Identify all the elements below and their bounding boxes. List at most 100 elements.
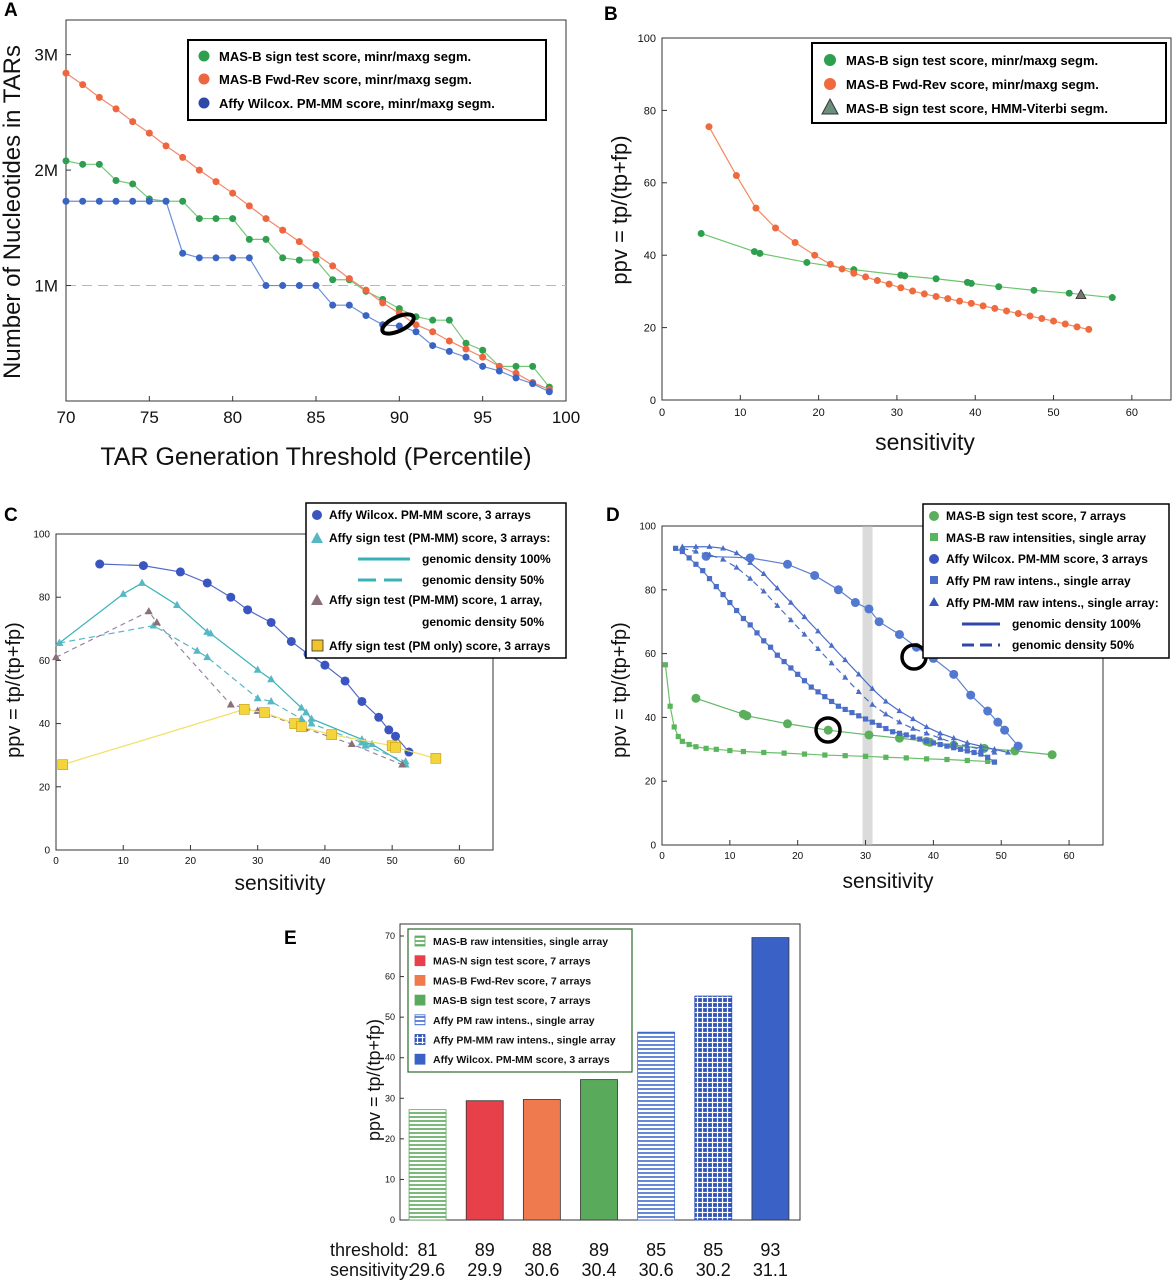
panel-c-data-point-0 bbox=[95, 559, 105, 569]
panel-a-data-point-2 bbox=[295, 282, 303, 290]
panel-label-d: D bbox=[606, 505, 620, 526]
panel-a-data-point-2 bbox=[529, 380, 537, 388]
panel-a-data-point-2 bbox=[412, 328, 420, 336]
panel-e-ytick-label: 30 bbox=[385, 1093, 395, 1103]
panel-c-xlabel: sensitivity bbox=[234, 872, 326, 895]
panel-d-data-point-5 bbox=[760, 588, 767, 594]
panel-e-legend-swatch-1 bbox=[414, 955, 426, 967]
panel-d-data-point-4 bbox=[815, 628, 822, 634]
panel-a-data-point-0 bbox=[312, 256, 320, 264]
panel-d-data-point-1 bbox=[727, 747, 733, 754]
panel-e-legend-label-6: Affy Wilcox. PM-MM score, 3 arrays bbox=[433, 1054, 610, 1066]
panel-e-ytick-label: 20 bbox=[385, 1134, 395, 1144]
panel-d-data-point-5 bbox=[815, 645, 822, 651]
panel-d-xtick-label: 40 bbox=[928, 851, 940, 862]
panel-e-sensitivity-value: 31.1 bbox=[753, 1260, 788, 1280]
panel-d-data-point-2 bbox=[1013, 741, 1023, 751]
panel-d-data-point-5 bbox=[910, 725, 917, 731]
panel-a-chart: 1M 2M 3M 70 75 80 85 90 95 100 TAR Generation Th… bbox=[0, 19, 580, 471]
panel-c-data-point-0 bbox=[384, 725, 394, 735]
panel-a-xtick-label: 75 bbox=[140, 408, 159, 427]
panel-a-data-point-0 bbox=[329, 276, 337, 284]
panel-a-data-point-1 bbox=[212, 178, 220, 186]
panel-c-legend-label-3: Affy sign test (PM only) score, 3 arrays bbox=[329, 639, 551, 653]
panel-a-legend-marker-1 bbox=[198, 73, 210, 85]
panel-d-data-point-5 bbox=[991, 749, 998, 755]
panel-a-data-point-2 bbox=[195, 254, 203, 262]
panel-d-data-point-3 bbox=[781, 658, 787, 665]
panel-a-data-point-2 bbox=[279, 282, 287, 290]
panel-d-data-point-3 bbox=[890, 729, 896, 735]
panel-e-legend-swatch-0 bbox=[414, 935, 426, 947]
panel-c-data-point-3 bbox=[152, 618, 161, 626]
panel-b-data-point-0 bbox=[1065, 289, 1073, 297]
panel-e-threshold-value: 81 bbox=[418, 1240, 438, 1260]
panel-d-data-point-5 bbox=[720, 556, 727, 562]
panel-e-sensitivity-value: 30.6 bbox=[639, 1260, 674, 1280]
panel-e-threshold-value: 85 bbox=[703, 1240, 723, 1260]
panel-a-data-point-1 bbox=[129, 118, 137, 126]
panel-d-data-point-3 bbox=[903, 732, 909, 738]
panel-d-data-point-5 bbox=[964, 742, 971, 749]
panel-d-legend-label-4: Affy PM-MM raw intens., single array: bbox=[946, 596, 1159, 610]
panel-d-data-point-3 bbox=[930, 740, 936, 746]
panel-b-ytick-label: 20 bbox=[644, 322, 656, 334]
panel-c-data-point-0 bbox=[226, 592, 236, 602]
panel-d-legend-marker-0 bbox=[929, 511, 939, 521]
panel-c-legend-marker-0 bbox=[312, 510, 322, 520]
panel-d-data-point-3 bbox=[951, 745, 957, 751]
panel-a-data-point-0 bbox=[112, 176, 120, 184]
panel-a-data-point-1 bbox=[145, 129, 153, 137]
panel-a-data-point-2 bbox=[162, 197, 170, 205]
panel-d-legend-sublabel-2: genomic density 50% bbox=[1012, 638, 1134, 652]
panel-label-b: B bbox=[604, 4, 618, 25]
panel-d-data-point-1 bbox=[703, 745, 709, 751]
panel-d-data-point-1 bbox=[671, 724, 677, 730]
panel-b-data-point-0 bbox=[756, 249, 764, 257]
panel-a-data-point-0 bbox=[195, 215, 203, 223]
panel-d-data-point-3 bbox=[679, 548, 685, 555]
panel-d-data-point-1 bbox=[761, 749, 767, 756]
panel-d-data-point-2 bbox=[874, 617, 884, 627]
panel-d-legend-label-3: Affy PM raw intens., single array bbox=[946, 574, 1131, 588]
panel-a-legend-label-0: MAS-B sign test score, minr/maxg segm. bbox=[219, 49, 471, 64]
panel-d-data-point-3 bbox=[991, 759, 998, 765]
panel-a-data-point-0 bbox=[462, 339, 470, 347]
panel-b-data-point-1 bbox=[1061, 320, 1069, 328]
panel-c-data-point-4 bbox=[238, 704, 250, 715]
panel-d-data-point-4 bbox=[828, 642, 835, 648]
panel-d-data-point-2 bbox=[783, 559, 793, 569]
panel-b-data-point-1 bbox=[1026, 312, 1034, 320]
panel-a-data-point-1 bbox=[362, 286, 370, 294]
panel-c-data-point-4 bbox=[259, 707, 270, 718]
panel-a-data-point-1 bbox=[112, 105, 120, 113]
panel-b-xlabel: sensitivity bbox=[875, 429, 975, 455]
panel-d-data-point-4 bbox=[774, 584, 781, 591]
panel-b-ytick-label: 0 bbox=[650, 395, 656, 407]
panel-a-data-point-1 bbox=[195, 166, 203, 174]
panel-b-data-point-1 bbox=[752, 204, 760, 212]
panel-c-data-point-4 bbox=[296, 721, 307, 733]
panel-b-data-point-1 bbox=[862, 273, 870, 281]
panel-c-ytick-label: 100 bbox=[33, 530, 50, 541]
panel-c-xtick-label: 30 bbox=[252, 856, 264, 867]
panel-d-xtick-label: 10 bbox=[724, 851, 736, 862]
panel-d-data-point-3 bbox=[686, 555, 692, 561]
panel-a-data-point-2 bbox=[545, 388, 553, 396]
panel-d-data-point-0 bbox=[691, 693, 701, 703]
panel-c-ytick-label: 40 bbox=[39, 719, 51, 730]
panel-b-xtick-label: 40 bbox=[969, 407, 981, 419]
panel-c-data-point-0 bbox=[243, 605, 253, 615]
panel-b-data-point-1 bbox=[932, 292, 940, 300]
panel-c-xtick-label: 40 bbox=[319, 856, 331, 867]
panel-a-legend-label-1: MAS-B Fwd-Rev score, minr/maxg segm. bbox=[219, 72, 472, 87]
panel-e-legend-label-0: MAS-B raw intensities, single array bbox=[433, 936, 608, 948]
panel-c-data-point-0 bbox=[357, 696, 367, 706]
panel-d-data-point-3 bbox=[747, 622, 753, 628]
panel-a-data-point-1 bbox=[62, 69, 70, 77]
panel-d-data-point-1 bbox=[903, 755, 909, 761]
panel-d-data-point-4 bbox=[910, 715, 917, 722]
panel-c-data-point-2 bbox=[267, 697, 276, 705]
panel-d-data-point-5 bbox=[787, 616, 794, 623]
panel-d-data-point-3 bbox=[672, 545, 679, 551]
